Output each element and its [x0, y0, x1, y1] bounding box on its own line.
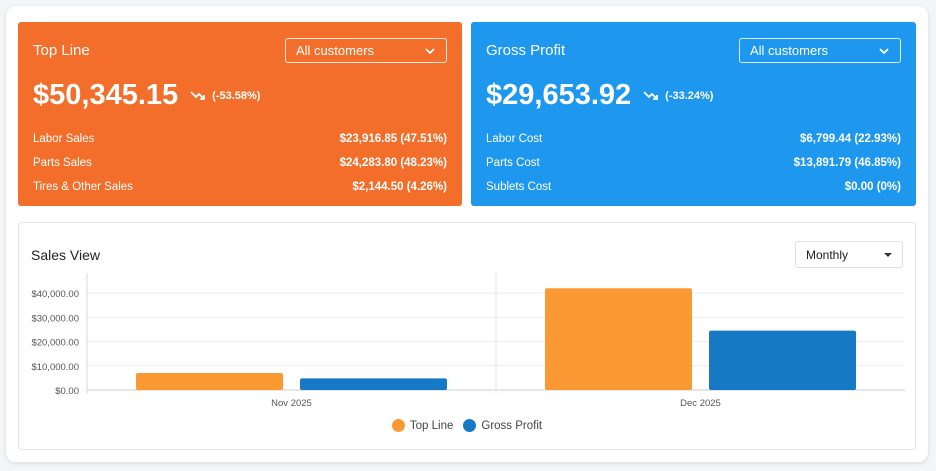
row-label: Tires & Other Sales: [33, 181, 133, 193]
y-tick-label: $0.00: [55, 386, 79, 397]
top-line-change: (-53.58%): [212, 89, 261, 102]
period-select-value: Monthly: [806, 247, 849, 262]
sales-view-title: Sales View: [31, 247, 101, 263]
top-line-customer-select-value: All customers: [296, 43, 375, 58]
legend-swatch: [391, 419, 405, 432]
top-line-value: $50,345.15: [33, 79, 179, 111]
chart-legend: Top Line Gross Profit: [19, 419, 915, 432]
y-tick-label: $10,000.00: [31, 362, 79, 373]
row-value: $0.00 (0%): [844, 181, 901, 193]
y-tick-label: $40,000.00: [31, 289, 79, 300]
row-value: $24,283.80 (48.23%): [339, 157, 447, 169]
x-tick-label: Nov 2025: [271, 398, 312, 409]
gross-profit-title: Gross Profit: [486, 42, 566, 59]
row-value: $23,916.85 (47.51%): [339, 133, 447, 145]
gross-profit-customer-select[interactable]: All customers: [739, 38, 901, 63]
gross-profit-breakdown: Labor Cost $6,799.44 (22.93%) Parts Cost…: [486, 127, 901, 199]
list-item: Tires & Other Sales $2,144.50 (4.26%): [33, 175, 447, 199]
list-item: Parts Sales $24,283.80 (48.23%): [33, 151, 447, 175]
top-line-title: Top Line: [33, 42, 90, 59]
bar-gross-profit: [300, 378, 447, 390]
legend-label: Top Line: [409, 419, 454, 432]
caret-down-icon: [884, 252, 892, 257]
row-value: $2,144.50 (4.26%): [352, 181, 447, 193]
row-label: Parts Sales: [33, 157, 92, 169]
legend-item-top-line[interactable]: Top Line: [391, 419, 454, 432]
gross-profit-card: Gross Profit All customers $29,653.92 (-…: [471, 22, 916, 206]
x-tick-label: Dec 2025: [680, 398, 721, 409]
trend-down-icon: [643, 90, 659, 100]
row-label: Labor Cost: [486, 133, 543, 145]
legend-swatch: [463, 419, 477, 432]
y-tick-label: $30,000.00: [31, 313, 79, 324]
period-select[interactable]: Monthly: [795, 241, 903, 268]
legend-item-gross-profit[interactable]: Gross Profit: [463, 419, 542, 432]
list-item: Sublets Cost $0.00 (0%): [486, 175, 901, 199]
legend-label: Gross Profit: [481, 419, 543, 432]
top-line-value-wrap: $50,345.15 (-53.58%): [33, 79, 260, 112]
gross-profit-value-wrap: $29,653.92 (-33.24%): [486, 79, 713, 112]
sales-chart: $0.00 $10,000.00 $20,000.00 $30,000.00 $40,0…: [31, 273, 905, 409]
top-line-trend: (-53.58%): [190, 89, 260, 103]
y-tick-label: $20,000.00: [31, 338, 79, 349]
trend-down-icon: [190, 90, 206, 100]
chevron-down-icon: [879, 47, 889, 54]
list-item: Parts Cost $13,891.79 (46.85%): [486, 151, 901, 175]
gross-profit-trend: (-33.24%): [643, 89, 713, 103]
bar-top-line: [136, 373, 283, 390]
top-line-card: Top Line All customers $50,345.15 (-53.5…: [18, 22, 462, 206]
bar-gross-profit: [709, 330, 856, 390]
top-line-breakdown: Labor Sales $23,916.85 (47.51%) Parts Sa…: [33, 127, 447, 199]
chevron-down-icon: [425, 47, 435, 54]
top-line-customer-select[interactable]: All customers: [285, 38, 447, 63]
bar-top-line: [545, 288, 692, 390]
row-value: $6,799.44 (22.93%): [799, 133, 901, 145]
row-label: Sublets Cost: [486, 181, 552, 193]
gross-profit-customer-select-value: All customers: [750, 43, 829, 58]
sales-view-panel: Sales View Monthly $0.00 $10,000.00 $20,00…: [18, 222, 916, 450]
gross-profit-change: (-33.24%): [665, 89, 714, 102]
list-item: Labor Sales $23,916.85 (47.51%): [33, 127, 447, 151]
gross-profit-value: $29,653.92: [486, 79, 632, 111]
list-item: Labor Cost $6,799.44 (22.93%): [486, 127, 901, 151]
row-label: Parts Cost: [486, 157, 540, 169]
row-label: Labor Sales: [33, 133, 95, 145]
row-value: $13,891.79 (46.85%): [793, 157, 901, 169]
